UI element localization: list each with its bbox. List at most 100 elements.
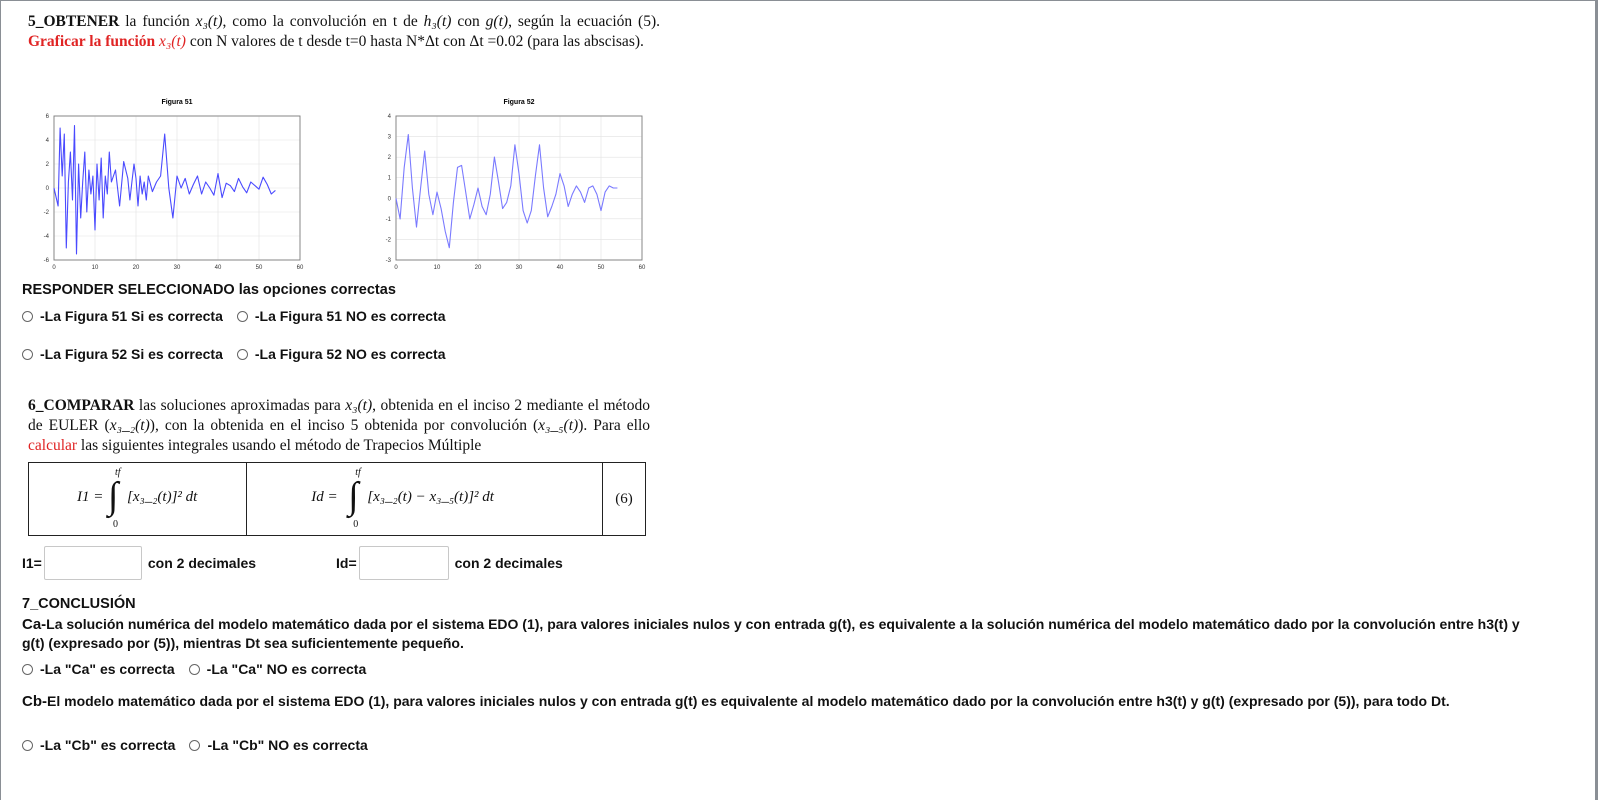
id-input[interactable]	[358, 546, 449, 580]
x-tick-label: 60	[639, 265, 646, 271]
option-label: -La "Ca" es correcta	[40, 661, 175, 677]
radio-button[interactable]	[22, 739, 33, 751]
q5-text-4: , según la ecuación (5).	[508, 13, 660, 30]
id-row: Id= con 2 decimales	[336, 546, 563, 580]
option-fig51-correct[interactable]: -La Figura 51 Si es correcta	[22, 308, 223, 324]
q5-text-3: con	[451, 13, 486, 30]
q5-statement: 5_OBTENER la función x₃(t), como la conv…	[28, 12, 660, 52]
cb-text: El modelo matemático dada por el sistema…	[47, 693, 1450, 709]
eq2-integrand: [x₃_₂(t) − x₃_₅(t)]² dt	[367, 489, 494, 505]
option-label: -La Figura 51 Si es correcta	[40, 308, 223, 324]
eq2-lhs: Id =	[311, 489, 338, 505]
conclusion-title: 7_CONCLUSIÓN	[22, 596, 136, 612]
x-tick-label: 40	[557, 265, 564, 271]
respond-label: RESPONDER SELECCIONADO las opciones corr…	[22, 282, 396, 298]
q5-red-text: Graficar la función	[28, 33, 160, 50]
x-tick-label: 20	[133, 265, 140, 271]
q6-fn-x32: x₃_₂(t)	[109, 417, 150, 434]
radio-button[interactable]	[189, 739, 201, 751]
x-tick-label: 50	[256, 265, 263, 271]
y-tick-label: 0	[46, 186, 50, 192]
x-tick-label: 40	[215, 265, 222, 271]
option-cb-correct[interactable]: -La "Cb" es correcta	[22, 737, 175, 753]
i1-label: I1=	[22, 555, 42, 571]
cb-prefix: Cb-	[22, 693, 47, 710]
eq1-lhs: I1 =	[77, 489, 104, 505]
radio-button[interactable]	[188, 663, 200, 675]
eq2-upper-limit: tf	[355, 467, 361, 478]
x-tick-label: 10	[92, 265, 99, 271]
radio-button[interactable]	[236, 348, 248, 360]
conclusion-ca: Ca-La solución numérica del modelo matem…	[22, 615, 1542, 653]
option-cb-incorrect[interactable]: -La "Cb" NO es correcta	[189, 737, 368, 753]
y-tick-label: -3	[386, 258, 392, 264]
series-line	[395, 133, 618, 249]
option-label: -La "Cb" NO es correcta	[207, 737, 368, 753]
ca-options-row: -La "Ca" es correcta -La "Ca" NO es corr…	[22, 661, 380, 677]
y-tick-label: -2	[386, 237, 392, 243]
equation-i1-cell: I1 = tf ∫ 0 [x₃_₂(t)]² dt	[27, 462, 248, 536]
x-tick-label: 0	[394, 265, 398, 271]
option-ca-incorrect[interactable]: -La "Ca" NO es correcta	[188, 661, 367, 677]
plot-border	[395, 115, 643, 261]
conclusion-cb: Cb-El modelo matemático dada por el sist…	[22, 692, 1542, 711]
q6-fn-x3: x₃(t)	[345, 397, 373, 414]
option-fig52-incorrect[interactable]: -La Figura 52 NO es correcta	[236, 346, 446, 362]
q5-title: 5_OBTENER	[28, 13, 120, 30]
figure-title: Figura 52	[503, 99, 534, 106]
i1-input[interactable]	[43, 546, 142, 580]
series-line	[53, 125, 276, 255]
eq1-lower-limit: 0	[113, 519, 118, 530]
q5-options-row-2: -La Figura 52 Si es correcta -La Figura …	[22, 346, 460, 362]
y-tick-label: 1	[388, 176, 392, 182]
option-fig51-incorrect[interactable]: -La Figura 51 NO es correcta	[236, 308, 446, 324]
y-tick-label: -2	[44, 210, 50, 216]
id-suffix: con 2 decimales	[454, 555, 563, 571]
x-tick-label: 20	[475, 265, 482, 271]
radio-button[interactable]	[22, 663, 33, 675]
y-tick-label: 0	[388, 196, 392, 202]
id-label: Id=	[336, 555, 357, 571]
y-tick-label: 2	[46, 162, 50, 168]
x-tick-label: 30	[174, 265, 181, 271]
cb-options-row: -La "Cb" es correcta -La "Cb" NO es corr…	[22, 737, 382, 753]
q5-fn-g: g(t)	[485, 13, 509, 30]
y-tick-label: 2	[388, 155, 392, 161]
y-tick-label: 4	[46, 138, 50, 144]
option-label: -La "Cb" es correcta	[40, 737, 176, 753]
q6-text-5: las siguientes integrales usando el méto…	[77, 437, 482, 454]
eq1-upper-limit: tf	[115, 467, 121, 478]
integral-sign-icon: ∫	[348, 475, 359, 517]
q5-fn-h3: h₃(t)	[423, 13, 452, 30]
q5-red-fn: x₃(t)	[159, 33, 186, 50]
option-label: -La "Ca" NO es correcta	[206, 661, 367, 677]
option-fig52-correct[interactable]: -La Figura 52 Si es correcta	[22, 346, 223, 362]
q6-text-2: , obtenida en el inciso 2 mediante el mé…	[28, 397, 650, 434]
equation-id-cell: Id = tf ∫ 0 [x₃_₂(t) − x₃_₅(t)]² dt	[246, 462, 604, 536]
radio-button[interactable]	[22, 348, 33, 360]
y-tick-label: 6	[46, 114, 50, 120]
q6-red-text: calcular	[28, 437, 78, 454]
x-tick-label: 30	[516, 265, 523, 271]
option-label: -La Figura 51 NO es correcta	[254, 308, 446, 324]
q6-text-1: las soluciones aproximadas para	[134, 397, 346, 414]
radio-button[interactable]	[236, 310, 248, 322]
option-label: -La Figura 52 NO es correcta	[254, 346, 446, 362]
equation-table: I1 = tf ∫ 0 [x₃_₂(t)]² dt Id = tf ∫ 0 [x…	[27, 462, 646, 536]
y-tick-label: 3	[388, 135, 392, 141]
ca-text: La solución numérica del modelo matemáti…	[22, 616, 1520, 651]
x-tick-label: 60	[297, 265, 304, 271]
x-tick-label: 50	[598, 265, 605, 271]
i1-suffix: con 2 decimales	[147, 555, 257, 571]
option-ca-correct[interactable]: -La "Ca" es correcta	[22, 661, 175, 677]
radio-button[interactable]	[22, 310, 33, 322]
q6-text-3: ), con la obtenida en el inciso 5 obteni…	[149, 417, 539, 434]
integral-sign-icon: ∫	[108, 475, 119, 517]
i1-row: I1= con 2 decimales	[22, 546, 256, 580]
x-tick-label: 10	[434, 265, 441, 271]
q6-statement: 6_COMPARAR las soluciones aproximadas pa…	[28, 396, 650, 456]
eq1-integrand: [x₃_₂(t)]² dt	[127, 489, 198, 505]
